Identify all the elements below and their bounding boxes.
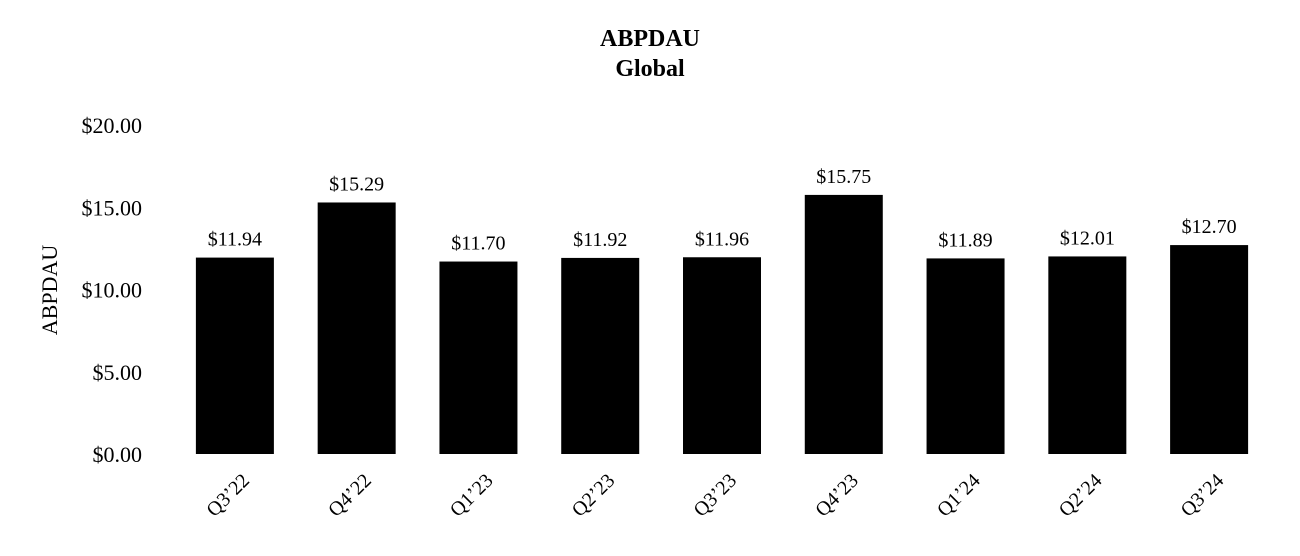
- bar: [439, 261, 518, 454]
- chart-title: ABPDAU: [600, 26, 700, 52]
- x-tick-label: Q3’23: [689, 470, 741, 522]
- bar: [1048, 256, 1127, 454]
- y-tick-label: $15.00: [82, 195, 143, 220]
- bar: [683, 257, 761, 454]
- bar: [804, 194, 883, 454]
- data-label: $12.01: [1060, 227, 1115, 249]
- data-label: $11.89: [938, 229, 992, 251]
- data-label: $12.70: [1182, 216, 1237, 238]
- bar: [561, 257, 640, 454]
- x-tick-label: Q4’23: [811, 470, 863, 522]
- data-label: $11.96: [695, 228, 749, 250]
- bar: [195, 257, 274, 454]
- x-tick-label: Q4’22: [324, 470, 376, 522]
- y-tick-label: $10.00: [82, 278, 143, 303]
- bar: [926, 258, 1005, 454]
- x-tick-label: Q3’22: [202, 470, 254, 522]
- y-tick-label: $5.00: [93, 360, 143, 385]
- x-tick-label: Q1’23: [446, 470, 498, 522]
- y-tick-label: $20.00: [82, 113, 143, 138]
- bar: [317, 202, 396, 454]
- y-tick-label: $0.00: [93, 442, 143, 467]
- x-tick-label: Q1’24: [933, 470, 985, 522]
- x-tick-label: Q2’24: [1055, 470, 1107, 522]
- chart-title-block: ABPDAU Global: [0, 24, 1300, 84]
- chart-subtitle: Global: [615, 56, 685, 82]
- bar: [1170, 245, 1249, 454]
- data-labels: $11.94 $15.29 $11.70 $11.92 $11.96 $15.75 $11.…: [208, 166, 1237, 255]
- y-axis-title: ABPDAU: [37, 245, 62, 336]
- data-label: $11.70: [451, 233, 505, 255]
- y-axis-ticks: $0.00 $5.00 $10.00 $15.00 $20.00: [82, 113, 143, 467]
- data-label: $15.75: [816, 166, 871, 188]
- data-label: $11.92: [573, 229, 627, 251]
- x-tick-label: Q3’24: [1177, 470, 1229, 522]
- data-label: $15.29: [329, 173, 384, 195]
- bars: [195, 194, 1249, 454]
- x-tick-label: Q2’23: [568, 470, 620, 522]
- data-label: $11.94: [208, 229, 262, 251]
- x-axis-labels: Q3’22 Q4’22 Q1’23 Q2’23 Q3’23 Q4’23 Q1’24 Q2’24…: [202, 470, 1228, 522]
